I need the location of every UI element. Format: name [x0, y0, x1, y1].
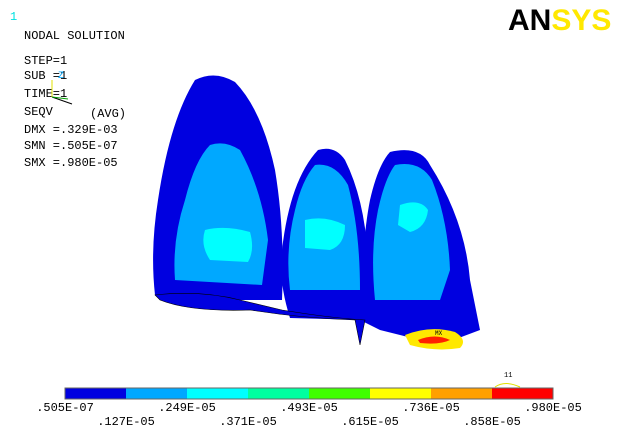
triad-label: Z: [58, 71, 64, 82]
legend-label: .127E-05: [97, 415, 155, 426]
screen: 1 ANSYS NODAL SOLUTIONSTEP=1SUB =1TIME=1…: [0, 0, 617, 426]
window-number: 1: [10, 10, 17, 24]
info-line: STEP=1: [24, 54, 67, 68]
band: [431, 388, 492, 399]
legend-label: .736E-05: [402, 401, 460, 415]
legend-label: .249E-05: [158, 401, 216, 415]
max-marker: MX: [435, 330, 443, 337]
logo: ANSYS: [508, 4, 611, 37]
node-label: 11: [504, 372, 512, 380]
avg-label: (AVG): [90, 107, 126, 121]
legend-label: .493E-05: [280, 401, 338, 415]
band: [492, 388, 553, 399]
info-line: SEQV: [24, 105, 54, 119]
legend-label: .615E-05: [341, 415, 399, 426]
info-line: TIME=1: [24, 87, 67, 101]
band: [370, 388, 431, 399]
info-line: NODAL SOLUTION: [24, 29, 125, 43]
legend-label: .858E-05: [463, 415, 521, 426]
color-bar: [65, 388, 553, 399]
band: [126, 388, 187, 399]
legend-label: .505E-07: [36, 401, 94, 415]
logo-sys: SYS: [551, 4, 611, 37]
legend-label: .371E-05: [219, 415, 277, 426]
info-line: DMX =.329E-03: [24, 123, 118, 137]
band: [65, 388, 126, 399]
tooth-1-core: [203, 228, 252, 262]
legend-label: .980E-05: [524, 401, 582, 415]
band: [187, 388, 248, 399]
info-line: SMN =.505E-07: [24, 139, 118, 153]
band: [248, 388, 309, 399]
band: [309, 388, 370, 399]
logo-an: AN: [508, 4, 551, 37]
info-line: SMX =.980E-05: [24, 156, 118, 170]
